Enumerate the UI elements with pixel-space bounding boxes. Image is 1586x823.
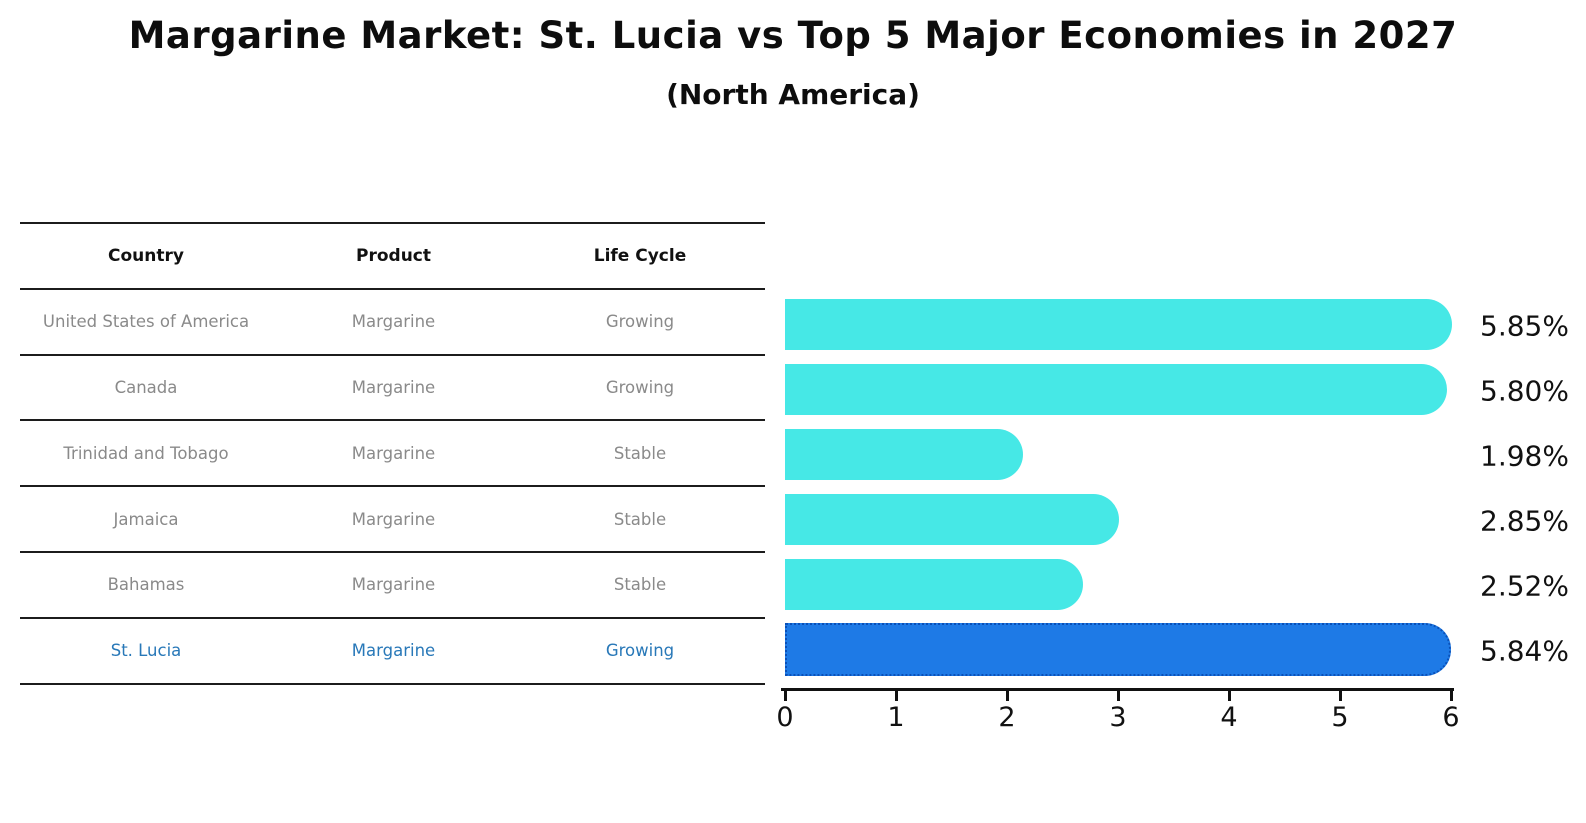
bar-value-label: 1.98% xyxy=(1480,439,1569,472)
cell-country: St. Lucia xyxy=(110,641,182,661)
cell-country: United States of America xyxy=(42,312,250,332)
x-axis-tick-label: 4 xyxy=(1220,702,1238,733)
table-row: Canada Margarine Growing xyxy=(20,356,765,422)
x-axis-tick-label: 0 xyxy=(776,702,794,733)
cell-product: Margarine xyxy=(351,443,436,463)
table-header-product: Product xyxy=(356,245,431,266)
bar-value-label: 5.80% xyxy=(1480,374,1569,407)
bar-value-label: 2.85% xyxy=(1480,504,1569,537)
table-header-country: Country xyxy=(108,245,184,266)
x-axis-tick-label: 2 xyxy=(998,702,1016,733)
bar xyxy=(785,559,1083,610)
bar xyxy=(785,364,1447,415)
x-axis-tick xyxy=(895,691,898,701)
chart-subtitle: (North America) xyxy=(666,78,920,111)
country-table: Country Product Life Cycle United States… xyxy=(20,222,765,685)
x-axis-tick xyxy=(1339,691,1342,701)
cell-product: Margarine xyxy=(351,509,436,529)
table-body: United States of America Margarine Growing… xyxy=(20,290,765,685)
table-row: Trinidad and Tobago Margarine Stable xyxy=(20,421,765,488)
x-axis-tick-label: 3 xyxy=(1109,702,1127,733)
table-row: United States of America Margarine Growing xyxy=(20,290,765,356)
x-axis-tick xyxy=(1450,691,1453,701)
cell-life-cycle: Growing xyxy=(605,377,675,397)
cell-product: Margarine xyxy=(351,312,436,332)
bar-value-label: 5.85% xyxy=(1480,309,1569,342)
cell-life-cycle: Stable xyxy=(613,509,667,529)
x-axis-tick-label: 1 xyxy=(887,702,905,733)
table-header-life-cycle: Life Cycle xyxy=(593,245,687,266)
cell-life-cycle: Stable xyxy=(613,443,667,463)
cell-country: Trinidad and Tobago xyxy=(63,443,229,463)
cell-country: Jamaica xyxy=(113,509,179,529)
cell-life-cycle: Growing xyxy=(605,312,675,332)
table-header-row: Country Product Life Cycle xyxy=(20,222,765,290)
x-axis-tick xyxy=(1228,691,1231,701)
cell-product: Margarine xyxy=(351,641,436,661)
cell-life-cycle: Growing xyxy=(605,641,675,661)
x-axis xyxy=(781,688,1454,691)
x-axis-tick xyxy=(784,691,787,701)
cell-product: Margarine xyxy=(351,377,436,397)
bar xyxy=(785,429,1023,480)
cell-life-cycle: Stable xyxy=(613,575,667,595)
x-axis-tick xyxy=(1117,691,1120,701)
bar-highlight-st-lucia xyxy=(785,623,1452,676)
bar-value-label: 5.84% xyxy=(1480,634,1569,667)
x-axis-tick-label: 6 xyxy=(1442,702,1460,733)
x-axis-tick xyxy=(1006,691,1009,701)
cell-country: Bahamas xyxy=(107,575,185,595)
cell-country: Canada xyxy=(114,377,178,397)
x-axis-tick-label: 5 xyxy=(1331,702,1349,733)
cell-product: Margarine xyxy=(351,575,436,595)
chart-title: Margarine Market: St. Lucia vs Top 5 Maj… xyxy=(128,14,1458,57)
bar-value-label: 2.52% xyxy=(1480,569,1569,602)
bar xyxy=(785,299,1453,350)
table-row: Bahamas Margarine Stable xyxy=(20,553,765,619)
table-row: St. Lucia Margarine Growing xyxy=(20,619,765,685)
table-row: Jamaica Margarine Stable xyxy=(20,487,765,553)
bar xyxy=(785,494,1120,545)
